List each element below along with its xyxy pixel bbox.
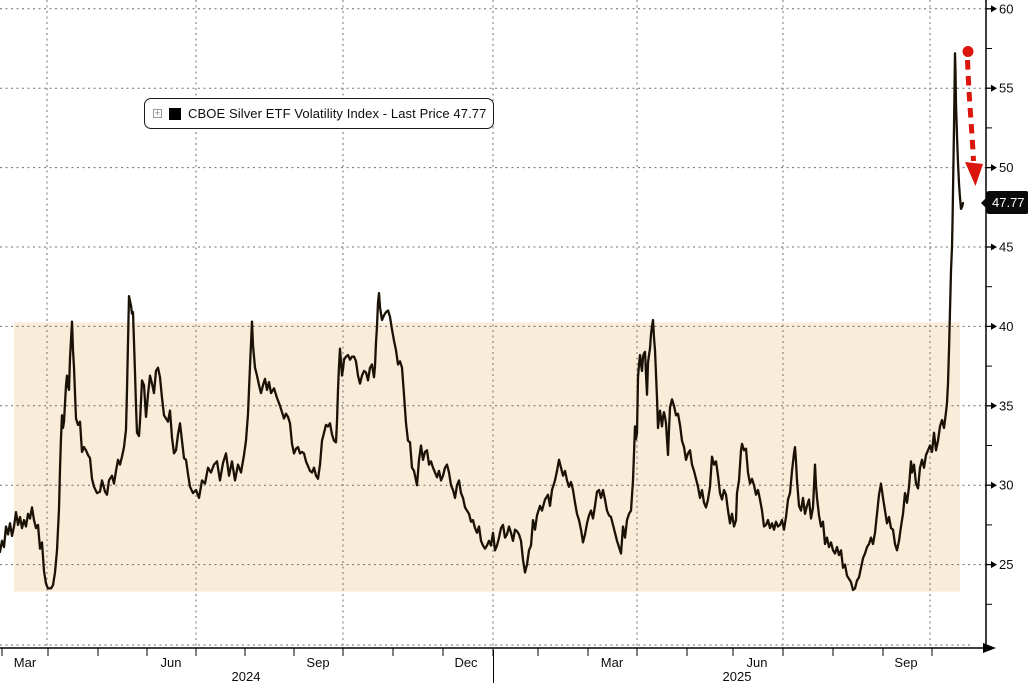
x-month-label: Sep <box>306 655 329 670</box>
y-tick-label: 35 <box>999 398 1013 413</box>
series-swatch-icon <box>169 107 181 120</box>
y-tick-arrow-icon <box>991 243 997 251</box>
y-tick-arrow-icon <box>991 164 997 172</box>
annotation-arrowhead-icon <box>965 162 983 186</box>
x-month-label: Mar <box>601 655 624 670</box>
x-year-label: 2024 <box>232 669 261 684</box>
y-tick-label: 55 <box>999 81 1013 96</box>
last-price-value: 47.77 <box>992 195 1025 210</box>
legend-label: CBOE Silver ETF Volatility Index - Last … <box>188 106 487 121</box>
last-price-tag: 47.77 <box>981 191 1028 214</box>
y-tick-arrow-icon <box>991 481 997 489</box>
series-line-silver-etf-vix <box>0 52 965 592</box>
x-month-label: Mar <box>14 655 37 670</box>
y-tick-arrow-icon <box>991 5 997 13</box>
x-month-label: Jun <box>161 655 182 670</box>
y-tick-label: 30 <box>999 478 1013 493</box>
y-tick-label: 45 <box>999 240 1013 255</box>
y-tick-label: 40 <box>999 319 1013 334</box>
annotation-dashed-line <box>965 59 976 162</box>
x-axis-arrow-icon <box>983 643 996 653</box>
highlight-band <box>14 322 960 592</box>
x-month-label: Dec <box>454 655 478 670</box>
legend[interactable]: + CBOE Silver ETF Volatility Index - Las… <box>144 98 494 129</box>
y-tick-arrow-icon <box>991 561 997 569</box>
y-tick-label: 60 <box>999 1 1013 16</box>
x-month-label: Sep <box>894 655 917 670</box>
legend-expand-icon[interactable]: + <box>153 108 162 118</box>
y-tick-arrow-icon <box>991 84 997 92</box>
x-month-label: Jun <box>747 655 768 670</box>
y-tick-label: 25 <box>999 557 1013 572</box>
annotation-dot-icon <box>962 46 974 57</box>
x-year-label: 2025 <box>723 669 752 684</box>
y-tick-arrow-icon <box>991 322 997 330</box>
y-tick-label: 50 <box>999 160 1013 175</box>
y-tick-arrow-icon <box>991 402 997 410</box>
